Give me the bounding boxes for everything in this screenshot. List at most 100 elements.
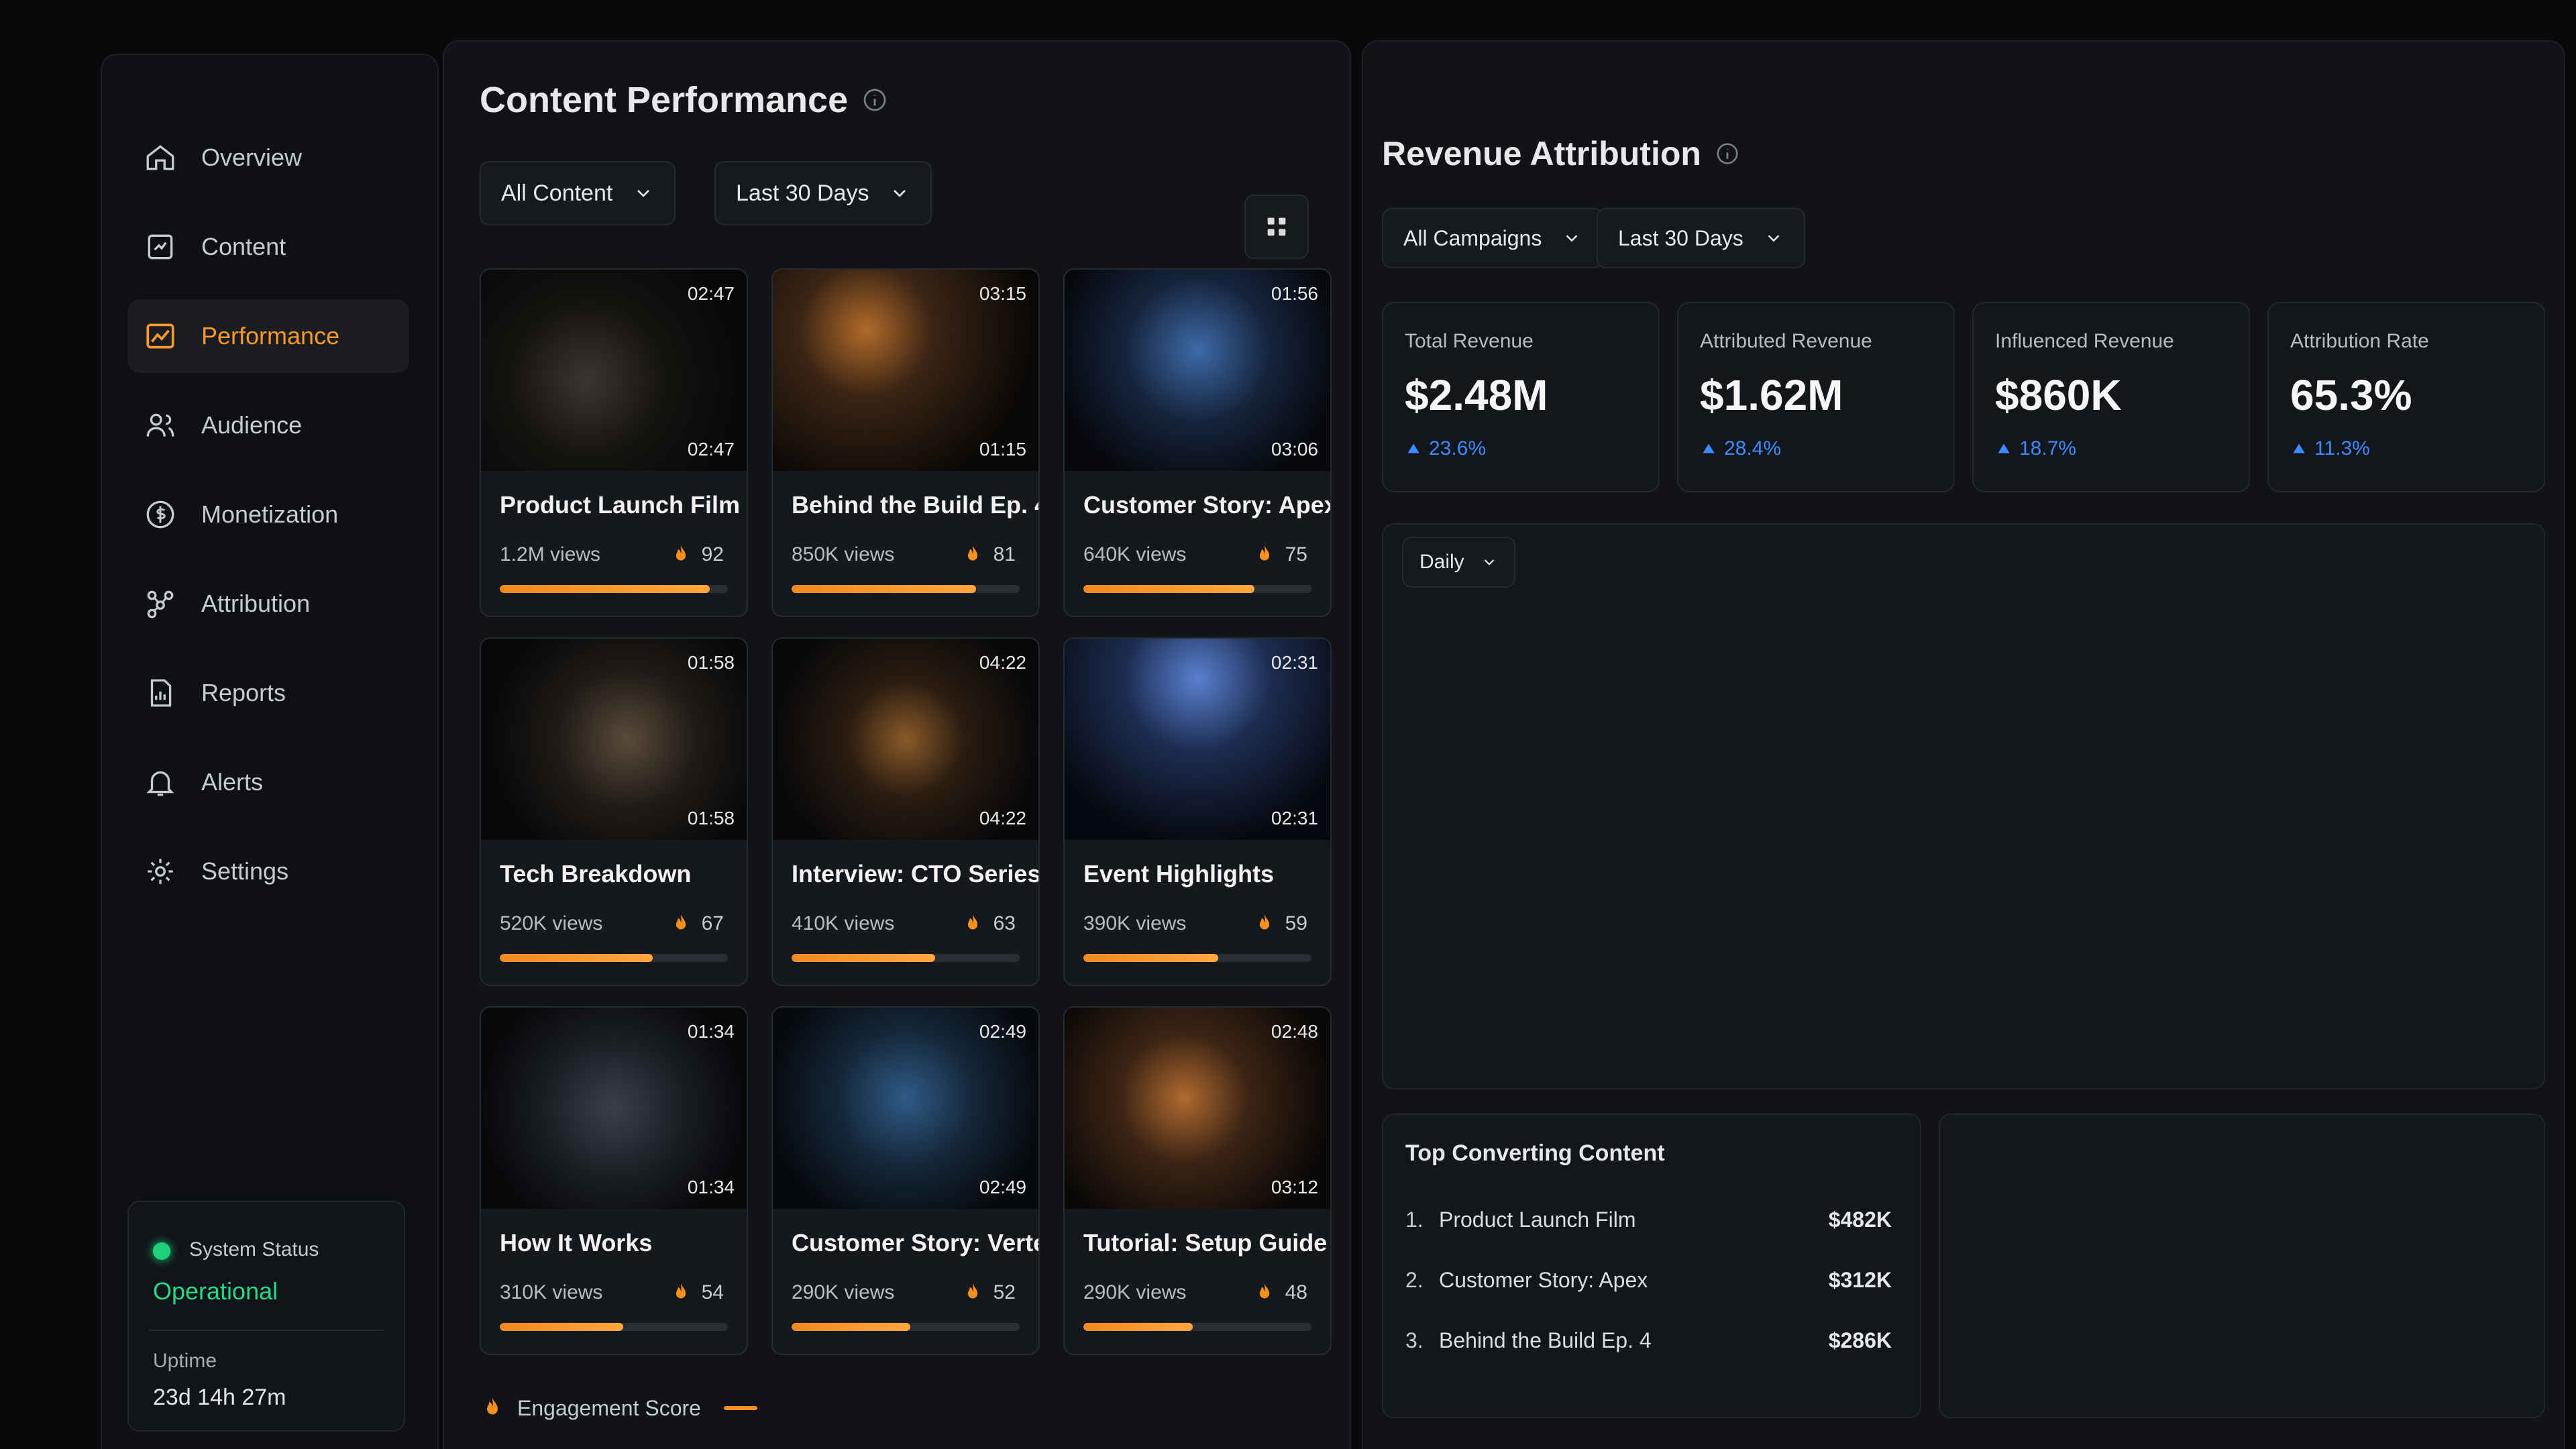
kpi-value: $2.48M (1405, 371, 1548, 419)
title-text: Content Performance (480, 80, 849, 120)
nav-item[interactable]: Monetization (127, 478, 409, 551)
thumbnail (1065, 270, 1330, 471)
flame-icon (676, 914, 686, 930)
score-group: 63 (961, 912, 1016, 935)
card-views: 290K views (792, 1281, 895, 1303)
score-track (1083, 1323, 1311, 1331)
row-name: Behind the Build Ep. 4 (1439, 1328, 1652, 1352)
score-track (792, 585, 1020, 593)
toggle-label: Daily (1419, 551, 1464, 573)
kpi-change: 18.7% (1995, 437, 2076, 460)
info-icon (1717, 143, 1738, 164)
filter-dropdown[interactable]: Last 30 Days (1597, 208, 1805, 268)
duration: 01:56 (1271, 283, 1318, 304)
filter-dropdown[interactable]: All Content (480, 161, 676, 225)
nav-item[interactable]: Alerts (127, 745, 409, 819)
pie-box (1939, 1114, 2545, 1418)
nav-item[interactable]: Performance (127, 299, 409, 373)
title-text: Revenue Attribution (1382, 135, 1701, 172)
nav-item[interactable]: Audience (127, 388, 409, 462)
duration: 01:15 (979, 439, 1026, 460)
score-bar (792, 585, 977, 593)
top-content-box (1382, 1114, 1921, 1418)
row-rank: 2. (1405, 1268, 1424, 1292)
status-label: System Status (189, 1238, 319, 1260)
content-card[interactable]: 04:22 04:22 Interview: CTO Series 410K view… (771, 637, 1040, 986)
score-value: 67 (701, 912, 724, 934)
uptime-label: Uptime (153, 1350, 217, 1372)
duration: 02:48 (1271, 1021, 1318, 1042)
nav-icon (148, 234, 173, 260)
nav-icon (150, 679, 172, 707)
chart-toggle[interactable]: Daily (1402, 537, 1515, 588)
thumbnail (773, 270, 1038, 471)
legend-line (723, 1406, 757, 1410)
kpi-card: Attributed Revenue $1.62M 28.4% (1677, 302, 1955, 492)
change-value: 28.4% (1724, 437, 1782, 460)
kpi-change: 23.6% (1405, 437, 1486, 460)
nav-label: Reports (201, 679, 286, 706)
content-card[interactable]: 01:34 01:34 How It Works 310K views 54 (480, 1006, 748, 1355)
nav-label: Settings (201, 857, 289, 885)
score-track (500, 1323, 728, 1331)
card-views: 290K views (1083, 1281, 1187, 1303)
card-title: Event Highlights (1083, 860, 1275, 888)
chart-box (1382, 523, 2545, 1089)
content-card[interactable]: 02:49 02:49 Customer Story: Vertex 290K vie… (771, 1006, 1040, 1355)
duration: 02:47 (687, 283, 735, 304)
score-track (1083, 585, 1311, 593)
revenue-title: Revenue Attribution (1382, 134, 1740, 173)
filter-dropdown[interactable]: Last 30 Days (714, 161, 932, 225)
engagement-legend: Engagement Score (480, 1395, 757, 1421)
status-dot (153, 1242, 170, 1260)
flame-icon (967, 914, 977, 930)
duration: 01:58 (687, 652, 735, 673)
card-title: Customer Story: Vertex (792, 1229, 1040, 1256)
duration: 03:06 (1271, 439, 1318, 460)
nav-label: Overview (201, 144, 303, 171)
content-card[interactable]: 01:56 03:06 Customer Story: Apex 640K views… (1063, 268, 1332, 617)
filter-dropdown[interactable]: All Campaigns (1382, 208, 1604, 268)
duration: 01:34 (687, 1177, 735, 1197)
grid-toggle[interactable] (1244, 195, 1309, 259)
card-title: Product Launch Film (500, 491, 741, 519)
content-card[interactable]: 01:58 01:58 Tech Breakdown 520K views 67 (480, 637, 748, 986)
kpi-label: Total Revenue (1405, 330, 1534, 352)
thumbnail (1065, 1008, 1330, 1209)
chevron (1566, 235, 1578, 242)
nav-item[interactable]: Content (127, 210, 409, 284)
duration: 02:49 (979, 1021, 1026, 1042)
nav-item[interactable]: Attribution (127, 567, 409, 641)
duration: 02:31 (1271, 652, 1318, 673)
filter-label: All Content (501, 180, 613, 206)
flame-icon (676, 545, 686, 561)
content-card[interactable]: 02:31 02:31 Event Highlights 390K views 59 (1063, 637, 1332, 986)
kpi-card: Total Revenue $2.48M 23.6% (1382, 302, 1660, 492)
content-title: Content Performance (480, 79, 888, 121)
score-value: 59 (1285, 912, 1307, 934)
duration: 03:12 (1271, 1177, 1318, 1197)
duration: 02:49 (979, 1177, 1026, 1197)
thumbnail (481, 1008, 747, 1209)
kpi-change: 11.3% (2290, 437, 2370, 460)
kpi-card: Attribution Rate 65.3% 11.3% (2267, 302, 2545, 492)
thumbnail (773, 639, 1038, 840)
card-views: 1.2M views (500, 543, 601, 566)
content-card[interactable]: 02:47 02:47 Product Launch Film 1.2M views 9… (480, 268, 748, 617)
nav-icon (146, 323, 174, 349)
score-bar (1083, 1323, 1193, 1331)
thumbnail (773, 1008, 1038, 1209)
duration: 04:22 (979, 652, 1026, 673)
content-card[interactable]: 03:15 01:15 Behind the Build Ep. 4 850K vie… (771, 268, 1040, 617)
row-value: $312K (1828, 1268, 1892, 1292)
thumbnail (481, 639, 747, 840)
nav-icon (146, 145, 174, 170)
divider (149, 1330, 384, 1331)
score-value: 48 (1285, 1281, 1307, 1303)
nav-item[interactable]: Settings (127, 835, 409, 908)
nav-item[interactable]: Overview (127, 121, 409, 195)
duration: 02:31 (1271, 808, 1318, 828)
nav-item[interactable]: Reports (127, 656, 409, 730)
score-group: 54 (669, 1281, 724, 1304)
content-card[interactable]: 02:48 03:12 Tutorial: Setup Guide 290K view… (1063, 1006, 1332, 1355)
